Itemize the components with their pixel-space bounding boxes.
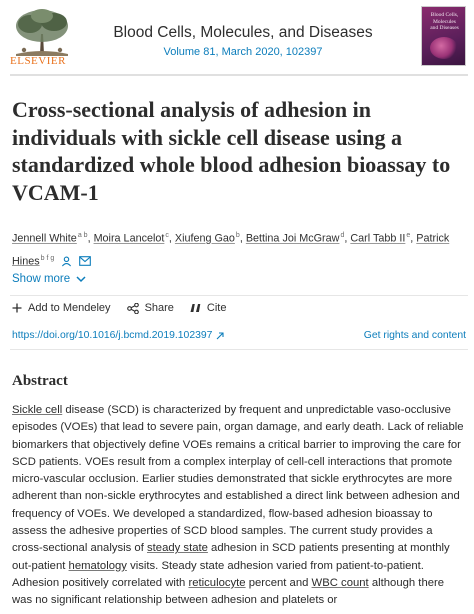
abstract-heading: Abstract — [12, 373, 68, 389]
author-list: Jennell Whitea b, Moira Lancelotc, Xiufe… — [12, 232, 450, 268]
author-link[interactable]: Jennell White — [12, 232, 77, 245]
journal-header: ELSEVIER Blood Cells, Molecules, and Dis… — [0, 0, 474, 82]
doi-row: https://doi.org/10.1016/j.bcmd.2019.1023… — [12, 330, 466, 341]
article-title: Cross-sectional analysis of adhesion in … — [12, 97, 451, 205]
keyword-link[interactable]: Sickle cell — [12, 404, 63, 416]
author-link[interactable]: Bettina Joi McGraw — [245, 232, 340, 245]
affiliation-marker[interactable]: a b — [77, 232, 88, 239]
issue-separator: , — [215, 46, 222, 58]
person-icon[interactable] — [61, 256, 72, 267]
author-link[interactable]: Patrick Hines — [12, 232, 450, 268]
publisher-name: ELSEVIER — [10, 55, 66, 67]
share-icon — [126, 302, 139, 314]
add-to-mendeley-label: Add to Mendeley — [28, 302, 111, 314]
cite-button[interactable]: Cite — [190, 302, 227, 314]
show-more-button[interactable]: Show more — [12, 273, 86, 285]
abstract-text-run: although there was no significant relati… — [12, 576, 445, 607]
author-link[interactable]: Moira Lancelot — [93, 232, 165, 245]
email-icon[interactable] — [79, 256, 92, 267]
doi-link[interactable]: https://doi.org/10.1016/j.bcmd.2019.1023… — [12, 330, 225, 341]
affiliation-marker[interactable]: b f g — [40, 254, 55, 262]
actions-divider — [10, 295, 468, 296]
cover-artwork — [430, 37, 458, 59]
share-button[interactable]: Share — [126, 302, 174, 314]
quote-icon — [190, 304, 201, 312]
article-actions: Add to Mendeley Share Cite — [12, 302, 226, 314]
journal-cover-image[interactable]: Blood Cells, Molecules and Diseases — [421, 6, 466, 66]
journal-title[interactable]: Blood Cells, Molecules, and Diseases — [113, 24, 373, 41]
affiliation-marker[interactable]: c — [165, 232, 169, 239]
abstract-text-run: disease (SCD) is characterized by freque… — [12, 404, 464, 555]
external-link-icon — [217, 331, 225, 339]
abstract-text-run: adhesion in SCD patients presenting at m… — [12, 542, 450, 572]
rights-link-text: Get rights and content — [363, 330, 466, 341]
author-link[interactable]: Xiufeng Gao — [174, 232, 235, 245]
share-label: Share — [144, 302, 174, 314]
journal-issue-info: Volume 81, March 2020, 102397 — [86, 46, 400, 58]
keyword-link[interactable]: reticulocyte — [188, 576, 246, 589]
elsevier-tree-logo[interactable] — [10, 6, 74, 68]
cite-label: Cite — [206, 302, 227, 314]
rights-link[interactable]: Get rights and content — [364, 330, 466, 341]
cover-title: Blood Cells, Molecules and Diseases — [430, 12, 459, 31]
header-divider — [10, 74, 468, 76]
add-to-mendeley-button[interactable]: Add to Mendeley — [12, 302, 111, 314]
affiliation-marker[interactable]: b — [235, 232, 240, 239]
plus-icon — [12, 303, 22, 313]
doi-link-text: https://doi.org/10.1016/j.bcmd.2019.1023… — [12, 330, 213, 341]
keyword-link[interactable]: hematology — [68, 559, 127, 572]
issue-date: March 2020, 102397 — [221, 46, 323, 58]
keyword-link[interactable]: steady state — [147, 542, 208, 555]
volume-link[interactable]: Volume 81 — [163, 46, 216, 58]
abstract-body: Sickle cell disease (SCD) is characteriz… — [12, 402, 464, 610]
show-more-label: Show more — [12, 273, 71, 285]
author-link[interactable]: Carl Tabb II — [350, 232, 406, 245]
affiliation-marker[interactable]: d — [340, 232, 345, 239]
abstract-text-run: visits. Steady state adhesion varied fro… — [12, 559, 424, 589]
abstract-text-run: percent and — [245, 576, 312, 589]
chevron-down-icon — [76, 275, 86, 282]
doi-divider — [10, 349, 468, 350]
keyword-link[interactable]: WBC count — [311, 576, 369, 589]
affiliation-marker[interactable]: e — [406, 232, 411, 239]
